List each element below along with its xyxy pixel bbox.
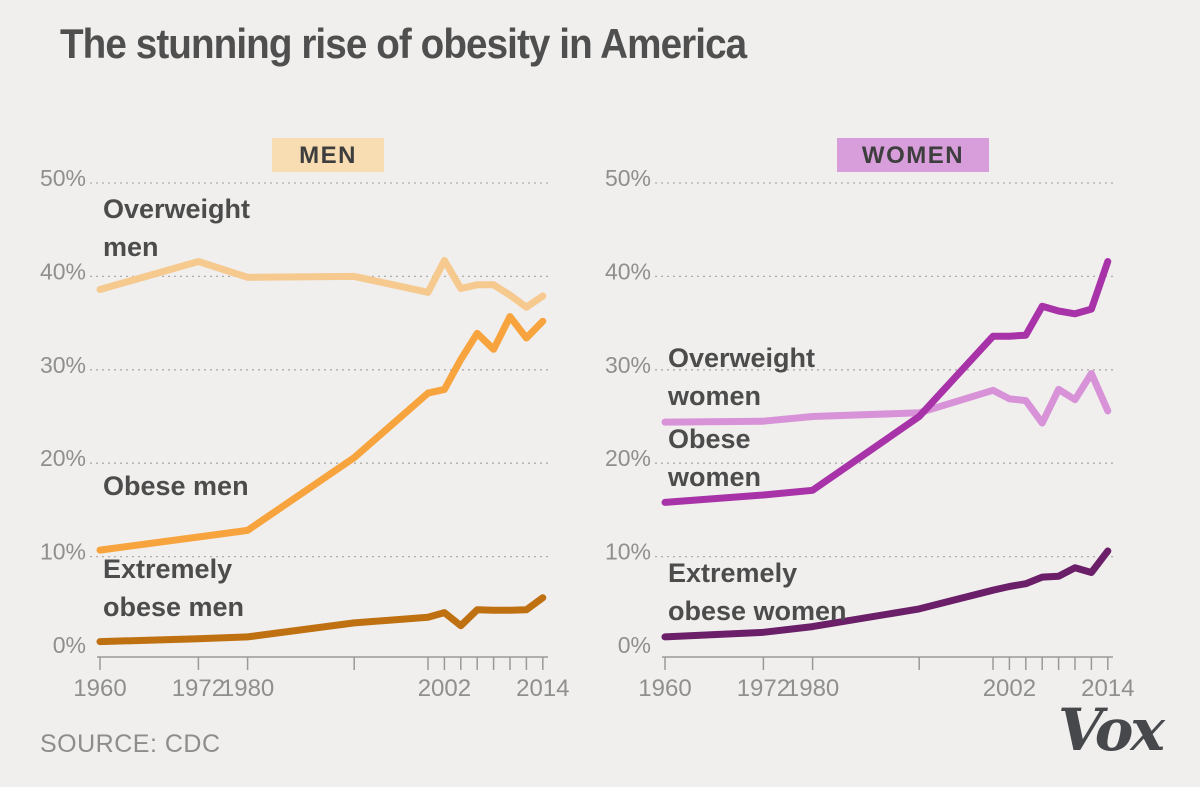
series-label-overweight-women: women xyxy=(667,381,761,411)
y-axis-label-10: 10% xyxy=(40,539,86,565)
x-axis-label-2014: 2014 xyxy=(516,675,569,702)
y-axis-label-30: 30% xyxy=(605,352,651,378)
x-axis-label-1980: 1980 xyxy=(221,675,274,702)
y-axis-label-50: 50% xyxy=(40,165,86,191)
series-label-obese-women: Obese xyxy=(668,424,751,454)
y-axis-label-20: 20% xyxy=(605,445,651,471)
series-label-extremely-obese-men: obese men xyxy=(103,592,244,622)
y-axis-label-50: 50% xyxy=(605,165,651,191)
source-note: SOURCE: CDC xyxy=(40,730,221,758)
series-label-extremely-obese-men: Extremely xyxy=(103,554,232,584)
series-label-overweight-men: men xyxy=(103,232,159,262)
series-line-extremely-obese-men xyxy=(96,594,547,646)
series-line-extremely-obese-women xyxy=(661,547,1112,641)
y-axis-label-40: 40% xyxy=(605,258,651,284)
series-label-overweight-women: Overweight xyxy=(668,343,815,373)
y-axis-label-20: 20% xyxy=(40,445,86,471)
x-axis-label-2002: 2002 xyxy=(418,675,471,702)
x-axis-label-1960: 1960 xyxy=(73,675,126,702)
series-label-obese-women: women xyxy=(667,462,761,492)
series-line-obese-men xyxy=(96,313,547,554)
y-axis-label-0: 0% xyxy=(618,632,651,658)
series-label-overweight-men: Overweight xyxy=(103,194,250,224)
y-axis-label-0: 0% xyxy=(53,632,86,658)
panel-badge xyxy=(272,138,384,172)
page-title: The stunning rise of obesity in America xyxy=(60,20,747,67)
series-label-obese-men: Obese men xyxy=(103,471,249,501)
x-axis-label-1972: 1972 xyxy=(737,675,790,702)
series-line-obese-women xyxy=(661,258,1112,506)
x-axis-label-1972: 1972 xyxy=(172,675,225,702)
x-axis-label-1980: 1980 xyxy=(786,675,839,702)
vox-logo: Vox xyxy=(1058,696,1165,764)
series-line-overweight-men xyxy=(96,257,547,311)
series-label-extremely-obese-women: obese women xyxy=(668,596,847,626)
panel-badge-label: MEN xyxy=(299,142,357,169)
panel-badge xyxy=(837,138,989,172)
x-axis-label-2014: 2014 xyxy=(1081,675,1134,702)
x-axis-label-1960: 1960 xyxy=(638,675,691,702)
panel-badge-label: WOMEN xyxy=(862,142,964,169)
series-line-overweight-women xyxy=(661,370,1112,427)
series-label-extremely-obese-women: Extremely xyxy=(668,558,797,588)
y-axis-label-10: 10% xyxy=(605,539,651,565)
x-axis-label-2002: 2002 xyxy=(983,675,1036,702)
y-axis-label-30: 30% xyxy=(40,352,86,378)
y-axis-label-40: 40% xyxy=(40,258,86,284)
